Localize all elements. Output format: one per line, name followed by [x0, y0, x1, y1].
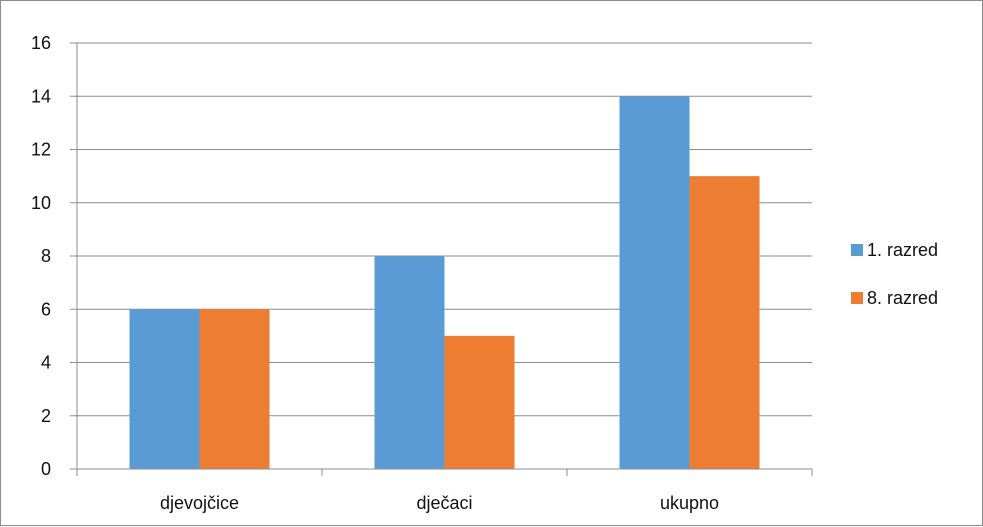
bar-1-3 — [619, 96, 690, 469]
y-tick-label: 4 — [41, 353, 51, 373]
bars — [129, 96, 760, 469]
bar-1-2 — [374, 256, 445, 469]
bar-1-1 — [129, 309, 200, 469]
bar-2-1 — [199, 309, 270, 469]
legend-label: 8. razred — [867, 288, 938, 308]
x-tick-label: dječaci — [416, 493, 472, 513]
y-tick-label: 12 — [31, 140, 51, 160]
x-tick-label: djevojčice — [160, 493, 239, 513]
y-tick-label: 10 — [31, 193, 51, 213]
bar-2-3 — [689, 176, 760, 469]
legend-swatch — [851, 292, 863, 304]
y-tick-label: 14 — [31, 86, 51, 106]
legend-swatch — [851, 244, 863, 256]
y-tick-label: 16 — [31, 33, 51, 53]
y-tick-label: 0 — [41, 459, 51, 479]
y-tick-label: 6 — [41, 299, 51, 319]
axes: 0 2 4 6 8 10 12 14 16 djevojčice dječaci ukupno — [31, 33, 813, 513]
legend-label: 1. razred — [867, 240, 938, 260]
y-tick-label: 8 — [41, 246, 51, 266]
y-tick-label: 2 — [41, 406, 51, 426]
bar-2-2 — [444, 335, 515, 469]
x-tick-label: ukupno — [660, 493, 719, 513]
legend: 1. razred 8. razred — [851, 240, 938, 308]
